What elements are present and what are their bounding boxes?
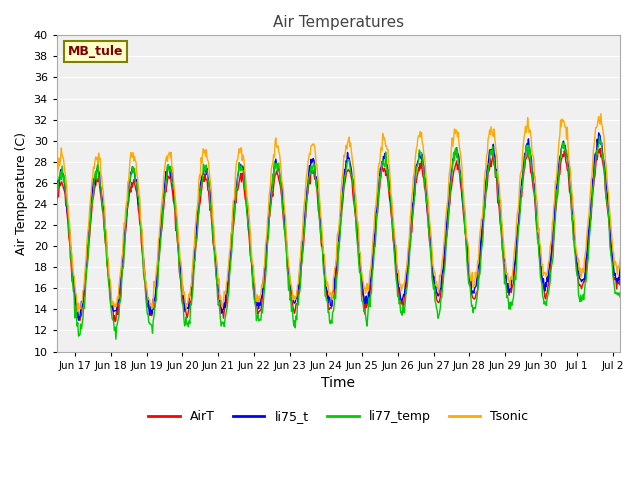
Line: AirT: AirT — [57, 148, 632, 322]
AirT — [111, 319, 119, 324]
li75_t — [401, 292, 408, 298]
li77_temp — [53, 199, 61, 205]
Tsonic — [346, 144, 354, 149]
li75_t — [75, 317, 83, 323]
Line: li77_temp: li77_temp — [57, 136, 632, 339]
Line: Tsonic: Tsonic — [57, 114, 632, 312]
AirT — [190, 268, 198, 274]
Text: MB_tule: MB_tule — [68, 45, 124, 58]
li77_temp — [620, 252, 628, 257]
Y-axis label: Air Temperature (C): Air Temperature (C) — [15, 132, 28, 255]
Tsonic — [74, 309, 82, 314]
Legend: AirT, li75_t, li77_temp, Tsonic: AirT, li75_t, li77_temp, Tsonic — [143, 405, 534, 428]
li77_temp — [112, 336, 120, 342]
Tsonic — [190, 248, 198, 254]
li75_t — [620, 221, 628, 227]
Tsonic — [150, 278, 158, 284]
Tsonic — [620, 216, 628, 222]
Tsonic — [597, 111, 605, 117]
li75_t — [53, 187, 61, 192]
X-axis label: Time: Time — [321, 376, 355, 390]
li77_temp — [80, 300, 88, 306]
li77_temp — [190, 274, 198, 280]
li75_t — [81, 287, 88, 293]
Tsonic — [53, 177, 61, 182]
AirT — [628, 160, 636, 166]
li77_temp — [401, 310, 408, 315]
AirT — [596, 145, 604, 151]
AirT — [401, 293, 408, 299]
Title: Air Temperatures: Air Temperatures — [273, 15, 404, 30]
li77_temp — [150, 313, 158, 319]
AirT — [150, 305, 158, 311]
Line: li75_t: li75_t — [57, 133, 632, 320]
li75_t — [628, 142, 636, 148]
AirT — [620, 244, 628, 250]
Tsonic — [628, 129, 636, 134]
li75_t — [595, 130, 602, 136]
li77_temp — [628, 153, 636, 158]
li75_t — [346, 159, 354, 165]
Tsonic — [401, 281, 408, 287]
Tsonic — [81, 276, 88, 282]
AirT — [53, 196, 61, 202]
li77_temp — [346, 163, 354, 169]
AirT — [346, 168, 354, 174]
li75_t — [150, 298, 158, 304]
li75_t — [190, 266, 198, 272]
li77_temp — [596, 133, 604, 139]
AirT — [80, 295, 88, 300]
